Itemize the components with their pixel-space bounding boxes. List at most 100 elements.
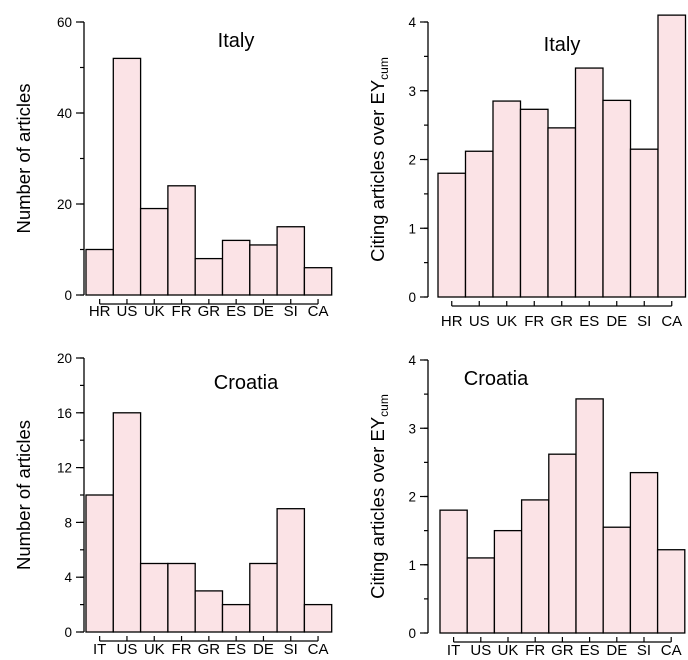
x-tick-label: SI	[637, 642, 651, 659]
y-tick-label: 2	[408, 490, 416, 505]
bar-gr	[547, 127, 577, 298]
x-tick-label: GR	[198, 303, 221, 320]
bar-si	[276, 508, 306, 633]
x-tick-label: US	[470, 642, 491, 659]
chart-title: Italy	[218, 30, 255, 52]
y-axis-label-subscript: cum	[377, 57, 391, 80]
bar-us	[112, 412, 142, 633]
x-tick-label: FR	[172, 641, 192, 658]
x-tick-label: CA	[308, 641, 329, 658]
bar-es	[574, 67, 604, 298]
x-tick-label: GR	[198, 641, 221, 658]
x-tick-label: DE	[253, 641, 274, 658]
y-tick-label: 1	[408, 221, 416, 236]
x-tick-label: GR	[551, 313, 574, 330]
y-tick-label: 3	[408, 84, 416, 99]
bar-gr	[194, 257, 224, 296]
x-tick-label: DE	[606, 313, 627, 330]
chart-title: Croatia	[214, 372, 279, 394]
bar-uk	[139, 562, 169, 633]
x-tick-label: IT	[447, 642, 460, 659]
y-axis-label-main: Citing articles over EY	[367, 80, 388, 262]
bar-de	[602, 99, 632, 298]
y-tick-label: 2	[408, 153, 416, 168]
bar-es	[221, 239, 251, 296]
bar-us	[466, 557, 496, 634]
y-axis-label-main: Number of articles	[13, 83, 34, 233]
y-tick-label: 40	[57, 106, 72, 121]
y-tick-label: 4	[408, 353, 416, 368]
bar-es	[575, 398, 604, 634]
x-tick-label: UK	[498, 642, 519, 659]
bar-fr	[167, 562, 196, 633]
chart-croatia-citing-articles: 0 1 2 3 4 IT US UK FR GR ES DE SI CA Croatia Citing art…	[367, 353, 686, 659]
y-axis-label: Number of articles	[13, 420, 34, 570]
bar-uk	[493, 529, 523, 634]
bar-si	[629, 471, 659, 634]
bar-uk	[139, 207, 169, 296]
y-tick-label: 4	[408, 15, 416, 30]
x-tick-label: ES	[226, 303, 246, 320]
x-tick-label: HR	[89, 303, 111, 320]
bar-de	[602, 526, 632, 634]
bar-hr	[85, 248, 114, 296]
chart-italy-number-of-articles: 0 20 40 60 HR US UK FR GR ES DE SI CA Italy Number of …	[13, 15, 333, 320]
x-tick-label: SI	[284, 641, 298, 658]
y-tick-label: 60	[57, 15, 72, 30]
x-tick-label: ES	[580, 642, 600, 659]
y-tick-label: 16	[57, 406, 72, 421]
y-tick-label: 8	[64, 515, 72, 530]
x-tick-label: UK	[144, 641, 165, 658]
x-tick-label: CA	[308, 303, 329, 320]
x-tick-label: DE	[253, 303, 274, 320]
y-tick-label: 3	[408, 421, 416, 436]
bar-ca	[656, 549, 686, 634]
x-tick-label: FR	[525, 642, 545, 659]
y-tick-label: 0	[64, 625, 72, 640]
x-tick-label: US	[117, 641, 138, 658]
x-tick-label: SI	[284, 303, 298, 320]
bar-gr	[548, 453, 577, 634]
bar-it	[85, 494, 114, 633]
x-tick-label: ES	[579, 313, 599, 330]
chart-title: Italy	[544, 34, 581, 56]
bar-uk	[492, 100, 522, 298]
bar-fr	[520, 499, 550, 634]
y-tick-label: 0	[408, 290, 416, 305]
x-tick-label: IT	[93, 641, 106, 658]
bar-fr	[167, 185, 196, 296]
bar-ca	[657, 14, 687, 298]
x-tick-label: HR	[441, 313, 463, 330]
y-tick-label: 20	[57, 197, 72, 212]
y-axis-label-main: Number of articles	[13, 420, 34, 570]
bar-de	[249, 244, 278, 296]
x-tick-label: CA	[661, 313, 682, 330]
y-axis-label-main: Citing articles over EY	[367, 417, 388, 599]
chart-italy-citing-articles: 0 1 2 3 4 HR US UK FR GR ES DE SI CA Italy Citing artic…	[367, 14, 687, 330]
y-tick-label: 4	[64, 570, 72, 585]
y-tick-label: 12	[57, 461, 72, 476]
chart-croatia-number-of-articles: 0 4 8 12 16 20 IT US UK FR GR ES DE SI CA Croatia Number…	[13, 351, 333, 658]
y-tick-label: 0	[408, 626, 416, 641]
y-axis-label-subscript: cum	[377, 394, 391, 417]
x-tick-label: UK	[496, 313, 517, 330]
bar-si	[276, 226, 306, 296]
x-tick-label: FR	[524, 313, 544, 330]
y-tick-label: 0	[64, 288, 72, 303]
y-axis-label: Citing articles over EYcum	[367, 57, 391, 262]
x-tick-label: DE	[606, 642, 627, 659]
bar-us	[464, 150, 494, 298]
x-tick-label: UK	[144, 303, 165, 320]
bar-gr	[194, 590, 224, 633]
chart-title: Croatia	[464, 368, 529, 390]
x-tick-label: CA	[661, 642, 682, 659]
x-tick-label: GR	[551, 642, 574, 659]
bar-ca	[303, 603, 333, 633]
y-axis-label: Number of articles	[13, 83, 34, 233]
x-tick-label: ES	[226, 641, 246, 658]
y-tick-label: 20	[57, 351, 72, 366]
x-tick-label: SI	[637, 313, 651, 330]
bar-us	[112, 57, 142, 296]
y-axis-label: Citing articles over EYcum	[367, 394, 391, 599]
